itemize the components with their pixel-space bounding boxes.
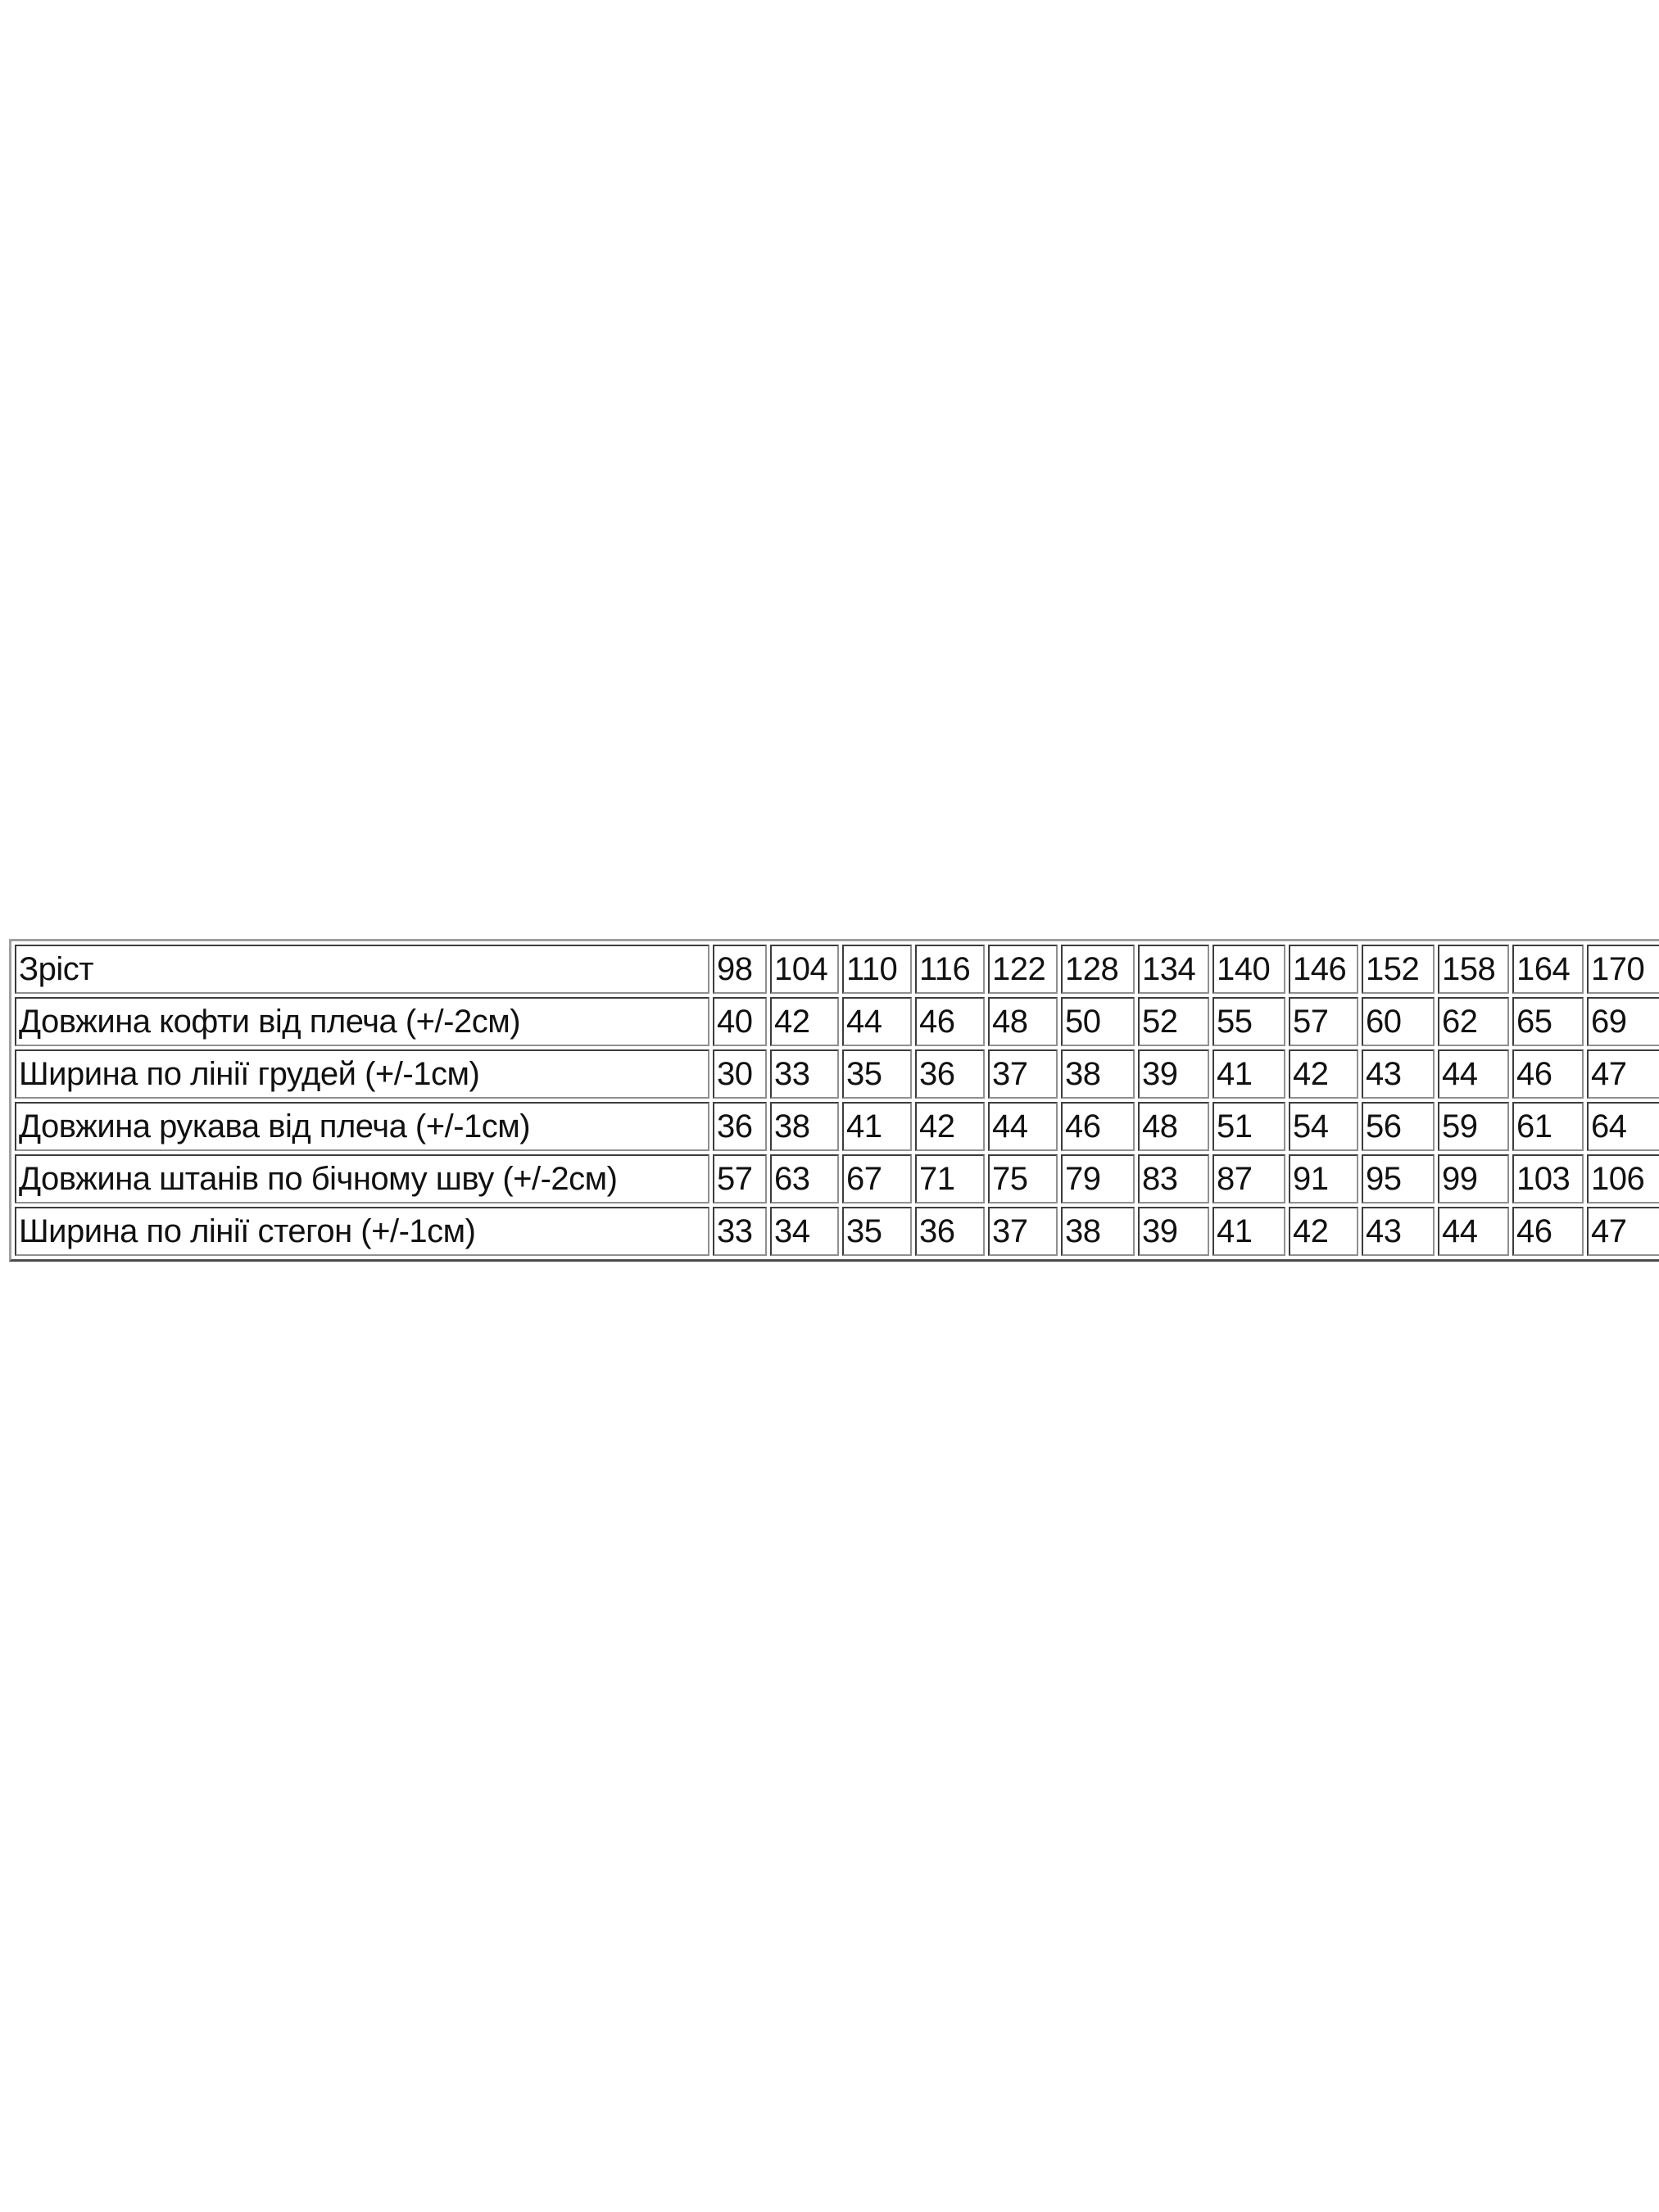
table-cell: 122 — [988, 945, 1058, 994]
table-cell: 35 — [842, 1049, 912, 1099]
table-cell: 37 — [988, 1049, 1058, 1099]
table-cell: 42 — [915, 1102, 985, 1151]
table-cell: 41 — [1213, 1049, 1285, 1099]
table-row: Довжина кофти від плеча (+/-2см) 40 42 44 46… — [15, 997, 1659, 1046]
table-cell: 63 — [770, 1154, 839, 1203]
table-cell: 60 — [1362, 997, 1435, 1046]
table-cell: 30 — [713, 1049, 767, 1099]
row-label: Довжина кофти від плеча (+/-2см) — [15, 997, 709, 1046]
table-cell: 54 — [1289, 1102, 1358, 1151]
table-row: Довжина рукава від плеча (+/-1см) 36 38 41 4… — [15, 1102, 1659, 1151]
table-cell: 98 — [713, 945, 767, 994]
table-cell: 62 — [1438, 997, 1509, 1046]
table-cell: 43 — [1362, 1049, 1435, 1099]
table-cell: 46 — [915, 997, 985, 1046]
table-cell: 91 — [1289, 1154, 1358, 1203]
table-cell: 57 — [1289, 997, 1358, 1046]
table-cell: 48 — [988, 997, 1058, 1046]
table-cell: 158 — [1438, 945, 1509, 994]
table-cell: 47 — [1587, 1207, 1659, 1256]
table-cell: 110 — [842, 945, 912, 994]
header-row: Зріст 98 104 110 116 122 128 134 140 146 152 158 164… — [15, 945, 1659, 994]
table-cell: 47 — [1587, 1049, 1659, 1099]
table-cell: 99 — [1438, 1154, 1509, 1203]
table-cell: 87 — [1213, 1154, 1285, 1203]
table-cell: 79 — [1061, 1154, 1135, 1203]
table-cell: 95 — [1362, 1154, 1435, 1203]
table-row: Ширина по лінії грудей (+/-1см) 30 33 35 36 3… — [15, 1049, 1659, 1099]
table-cell: 37 — [988, 1207, 1058, 1256]
table-cell: 36 — [915, 1049, 985, 1099]
table-cell: 67 — [842, 1154, 912, 1203]
table-cell: 64 — [1587, 1102, 1659, 1151]
table-cell: 46 — [1512, 1049, 1584, 1099]
row-label: Довжина рукава від плеча (+/-1см) — [15, 1102, 709, 1151]
row-label: Довжина штанів по бічному шву (+/-2см) — [15, 1154, 709, 1203]
table-cell: 57 — [713, 1154, 767, 1203]
table-cell: 39 — [1138, 1049, 1209, 1099]
table-cell: 50 — [1061, 997, 1135, 1046]
table-cell: 164 — [1512, 945, 1584, 994]
table-cell: 44 — [842, 997, 912, 1046]
table-cell: 106 — [1587, 1154, 1659, 1203]
table-cell: 38 — [1061, 1207, 1135, 1256]
table-row: Довжина штанів по бічному шву (+/-2см) 57… — [15, 1154, 1659, 1203]
table-cell: 61 — [1512, 1102, 1584, 1151]
table-cell: 140 — [1213, 945, 1285, 994]
table-cell: 44 — [1438, 1049, 1509, 1099]
table-cell: 55 — [1213, 997, 1285, 1046]
table-cell: 146 — [1289, 945, 1358, 994]
table-cell: 42 — [1289, 1049, 1358, 1099]
table-row: Ширина по лінії стегон (+/-1см) 33 34 35 36 3… — [15, 1207, 1659, 1256]
row-label: Зріст — [15, 945, 709, 994]
table-cell: 44 — [988, 1102, 1058, 1151]
row-label: Ширина по лінії стегон (+/-1см) — [15, 1207, 709, 1256]
table-cell: 33 — [770, 1049, 839, 1099]
table-cell: 42 — [1289, 1207, 1358, 1256]
table-cell: 36 — [915, 1207, 985, 1256]
table-cell: 36 — [713, 1102, 767, 1151]
table-cell: 71 — [915, 1154, 985, 1203]
table-cell: 34 — [770, 1207, 839, 1256]
table-cell: 38 — [1061, 1049, 1135, 1099]
table-cell: 65 — [1512, 997, 1584, 1046]
table-cell: 116 — [915, 945, 985, 994]
table-cell: 46 — [1061, 1102, 1135, 1151]
table-cell: 104 — [770, 945, 839, 994]
table-cell: 83 — [1138, 1154, 1209, 1203]
table-cell: 103 — [1512, 1154, 1584, 1203]
table-cell: 152 — [1362, 945, 1435, 994]
table-cell: 40 — [713, 997, 767, 1046]
table-cell: 39 — [1138, 1207, 1209, 1256]
table-cell: 128 — [1061, 945, 1135, 994]
table-cell: 59 — [1438, 1102, 1509, 1151]
table-cell: 35 — [842, 1207, 912, 1256]
table-cell: 38 — [770, 1102, 839, 1151]
table-cell: 52 — [1138, 997, 1209, 1046]
table-cell: 56 — [1362, 1102, 1435, 1151]
table-cell: 43 — [1362, 1207, 1435, 1256]
table-cell: 134 — [1138, 945, 1209, 994]
table-cell: 42 — [770, 997, 839, 1046]
table-cell: 44 — [1438, 1207, 1509, 1256]
table-cell: 41 — [1213, 1207, 1285, 1256]
table-cell: 46 — [1512, 1207, 1584, 1256]
row-label: Ширина по лінії грудей (+/-1см) — [15, 1049, 709, 1099]
table-cell: 75 — [988, 1154, 1058, 1203]
table-cell: 33 — [713, 1207, 767, 1256]
size-chart-table: Зріст 98 104 110 116 122 128 134 140 146 152 158 164… — [9, 939, 1659, 1262]
table-cell: 41 — [842, 1102, 912, 1151]
table-cell: 48 — [1138, 1102, 1209, 1151]
table-cell: 170 — [1587, 945, 1659, 994]
table-cell: 51 — [1213, 1102, 1285, 1151]
table-cell: 69 — [1587, 997, 1659, 1046]
